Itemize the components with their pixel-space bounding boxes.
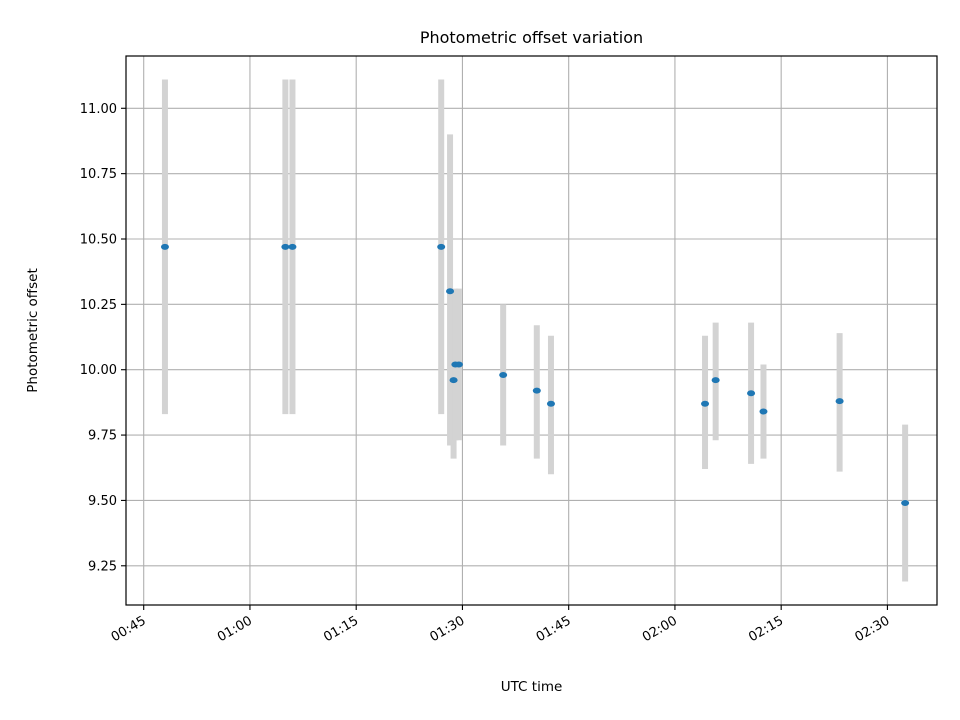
data-point xyxy=(747,390,756,397)
data-point xyxy=(449,377,458,384)
grid xyxy=(126,56,937,605)
data-point xyxy=(454,361,463,368)
data-point xyxy=(499,371,508,378)
y-tick-label: 10.25 xyxy=(80,298,117,313)
data-point xyxy=(711,377,720,384)
plot-frame xyxy=(125,55,938,606)
y-tick-label: 9.75 xyxy=(88,429,117,444)
data-point xyxy=(281,243,290,250)
y-tick-label: 9.50 xyxy=(88,494,117,509)
y-tick-label: 11.00 xyxy=(80,102,117,117)
data-point xyxy=(288,243,297,250)
y-axis-label: Photometric offset xyxy=(25,268,41,392)
data-point xyxy=(546,400,555,407)
x-axis-label: UTC time xyxy=(501,679,563,695)
y-tick-label: 10.50 xyxy=(80,233,117,248)
data-point xyxy=(446,288,455,295)
y-tick-label: 9.25 xyxy=(88,559,117,574)
y-ticks: 9.25 9.50 9.75 10.00 10.25 10.50 10.75 11.00 xyxy=(80,102,126,574)
data-point xyxy=(160,243,169,250)
data-point xyxy=(759,408,768,415)
y-tick-label: 10.00 xyxy=(80,363,117,378)
data-point xyxy=(701,400,710,407)
markers xyxy=(160,243,910,507)
y-tick-label: 10.75 xyxy=(80,167,117,182)
data-point xyxy=(835,398,844,405)
data-point xyxy=(532,387,541,394)
data-point xyxy=(901,500,910,507)
chart-title: Photometric offset variation xyxy=(420,28,643,47)
data-point xyxy=(437,243,446,250)
